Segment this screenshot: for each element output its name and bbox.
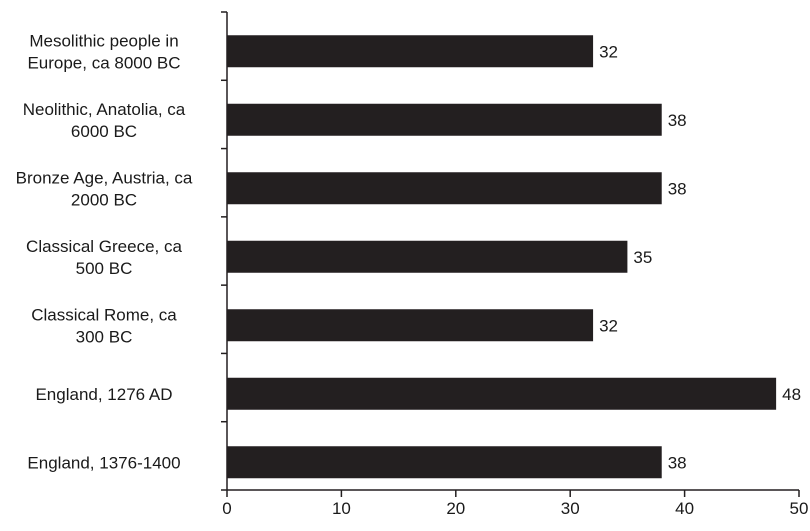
data-label: 35 xyxy=(633,248,652,267)
data-label: 32 xyxy=(599,42,618,61)
data-label: 38 xyxy=(668,111,687,130)
data-label: 38 xyxy=(668,453,687,472)
bar xyxy=(227,103,662,136)
bar xyxy=(227,446,662,479)
data-label: 48 xyxy=(782,385,801,404)
category-label: England, 1376-1400 xyxy=(27,453,180,472)
category-label: Mesolithic people in Europe, ca 8000 BC xyxy=(27,31,180,72)
x-tick-label: 0 xyxy=(222,499,231,518)
x-tick-label: 30 xyxy=(561,499,580,518)
bar xyxy=(227,35,594,68)
category-label: Classical Rome, ca 300 BC xyxy=(31,305,177,346)
x-tick-label: 10 xyxy=(332,499,351,518)
x-tick-label: 20 xyxy=(446,499,465,518)
category-label: Classical Greece, ca 500 BC xyxy=(26,237,182,278)
value-axis: 0 10 20 30 40 50 xyxy=(222,489,809,518)
data-label: 32 xyxy=(599,316,618,335)
bar xyxy=(227,377,777,410)
x-tick-label: 50 xyxy=(790,499,809,518)
category-label: Bronze Age, Austria, ca 2000 BC xyxy=(16,168,193,209)
data-label: 38 xyxy=(668,179,687,198)
bar xyxy=(227,309,594,342)
category-axis: Mesolithic people in Europe, ca 8000 BC Ne… xyxy=(16,11,228,491)
bar xyxy=(227,240,628,273)
bar xyxy=(227,172,662,205)
x-tick-label: 40 xyxy=(675,499,694,518)
category-label: England, 1276 AD xyxy=(35,385,172,404)
bars-group: 32 38 38 35 32 48 38 xyxy=(227,35,801,479)
category-label: Neolithic, Anatolia, ca 6000 BC xyxy=(23,100,186,141)
